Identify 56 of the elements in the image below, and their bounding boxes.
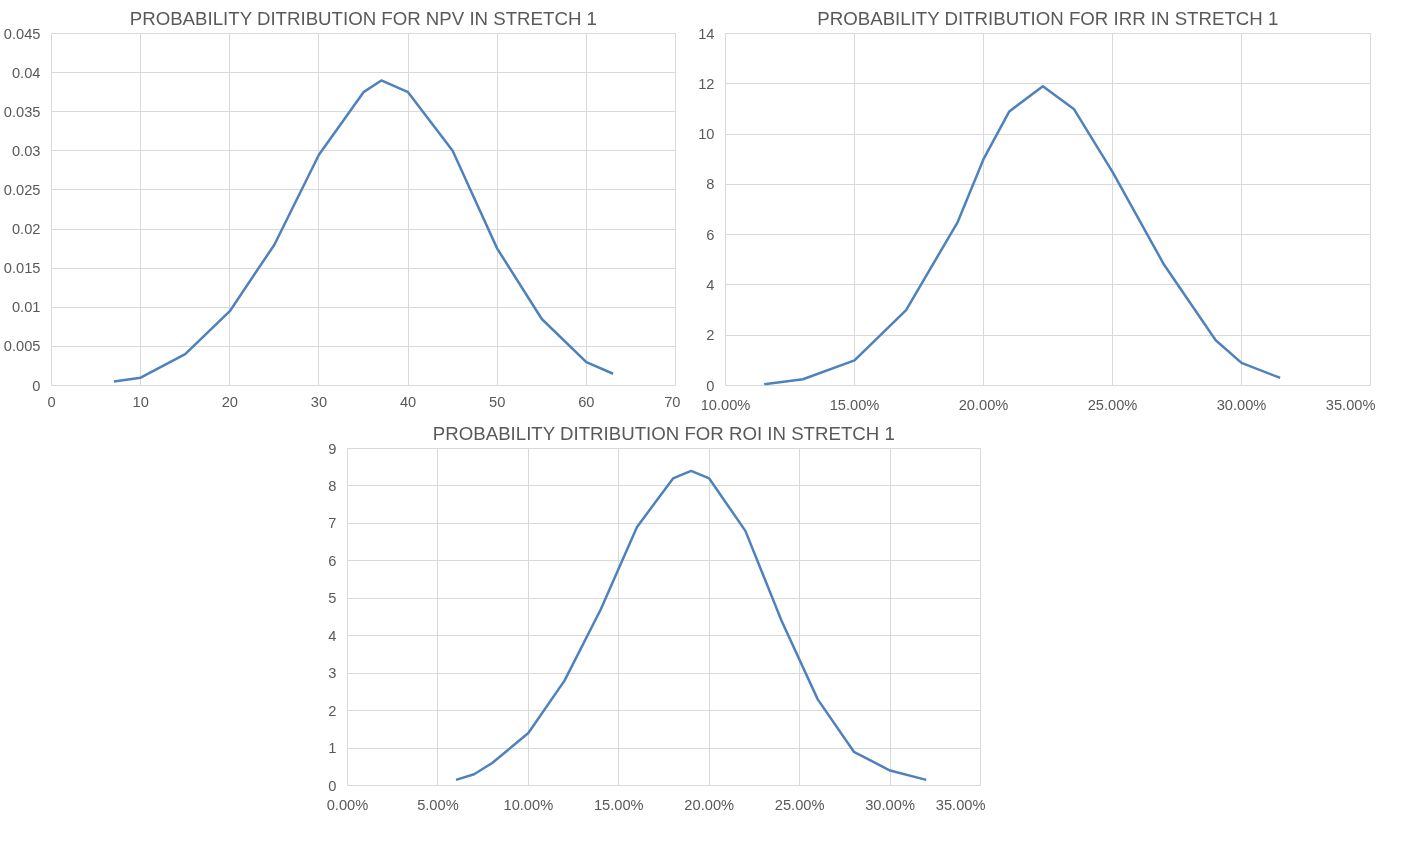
x-tick-label: 70 [664,393,681,410]
y-tick-label: 0 [32,377,41,394]
x-tick-label: 60 [578,393,595,410]
line-series [112,79,615,383]
y-tick-label: 0.02 [11,221,41,238]
y-tick-label: 0.005 [3,338,41,355]
y-tick-label: 2 [328,702,337,719]
y-tick-label: 10 [698,126,715,143]
y-tick-label: 12 [698,75,715,92]
x-tick-label: 25.00% [774,796,825,813]
x-tick-label: 20 [221,393,238,410]
y-tick-label: 6 [328,552,337,569]
y-tick-label: 0.015 [3,260,41,277]
y-tick-label: 1 [328,740,337,757]
y-tick-label: 3 [328,665,337,682]
x-tick-label: 0 [47,393,56,410]
y-tick-label: 8 [328,477,337,494]
y-tick-label: 0.025 [3,181,41,198]
x-tick-label: 10 [132,393,149,410]
y-tick-label: 0.01 [11,299,41,316]
y-tick-label: 0.045 [3,25,41,42]
y-tick-label: 14 [698,25,715,42]
x-tick-label: 35.00% [1325,396,1376,413]
line-series [454,469,928,782]
y-tick-label: 2 [706,327,715,344]
x-tick-label: 50 [489,393,506,410]
y-tick-label: 0.035 [3,103,41,120]
y-tick-label: 7 [328,515,337,532]
x-tick-label: 40 [399,393,417,410]
x-tick-label: 0.00% [326,796,369,813]
line-series [762,85,1282,386]
y-tick-label: 4 [328,627,337,644]
chart-title: PROBABILITY DITRIBUTION FOR NPV IN STRETCH 1 [129,7,597,29]
x-tick-label: 15.00% [593,796,644,813]
chart-title: PROBABILITY DITRIBUTION FOR ROI IN STRETCH 1 [432,422,895,444]
x-tick-label: 10.00% [503,796,554,813]
x-tick-label: 20.00% [684,796,735,813]
x-tick-label: 15.00% [829,396,880,413]
x-tick-label: 20.00% [958,396,1009,413]
x-tick-label: 25.00% [1087,396,1138,413]
x-tick-label: 30.00% [865,796,915,813]
chart-title: PROBABILITY DITRIBUTION FOR IRR IN STRETCH 1 [817,7,1279,29]
y-tick-label: 4 [706,276,715,293]
x-tick-label: 30.00% [1216,396,1267,413]
x-tick-label: 10.00% [700,396,751,413]
x-tick-label: 5.00% [417,796,459,813]
x-tick-label: 30 [310,393,328,410]
x-tick-label: 35.00% [935,796,986,813]
y-tick-label: 0.04 [11,64,41,81]
y-tick-label: 8 [706,176,715,193]
y-tick-label: 0.03 [11,142,41,159]
y-tick-label: 5 [328,590,337,607]
y-tick-label: 0 [328,777,337,794]
y-tick-label: 0 [706,377,715,394]
y-tick-label: 9 [328,440,337,457]
y-tick-label: 6 [706,226,715,243]
